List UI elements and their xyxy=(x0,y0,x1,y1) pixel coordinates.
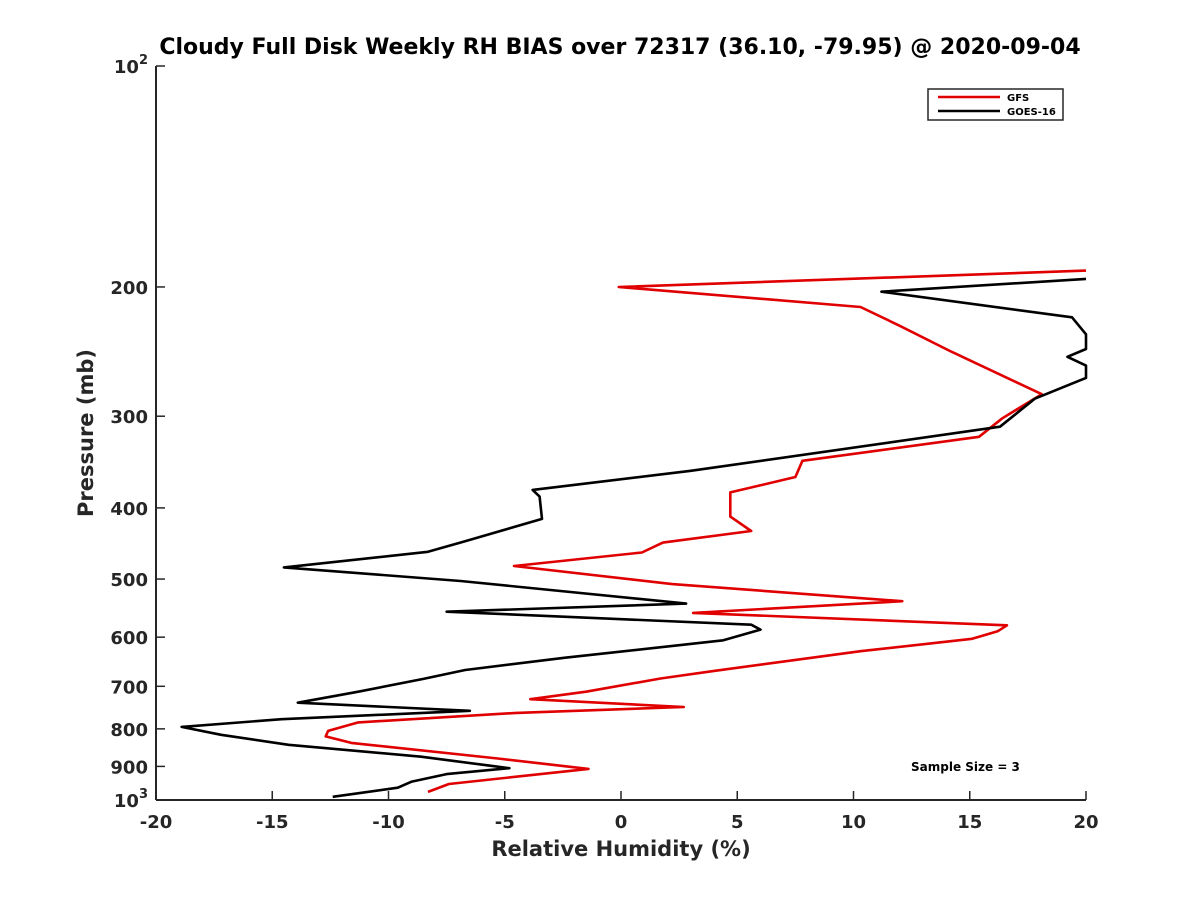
x-tick-label: 15 xyxy=(957,812,982,833)
y-tick-label: 400 xyxy=(110,499,148,520)
x-tick-label: -20 xyxy=(140,812,173,833)
x-axis-label: Relative Humidity (%) xyxy=(491,837,750,861)
y-tick-label: 300 xyxy=(110,407,148,428)
y-tick-label: 900 xyxy=(110,757,148,778)
y-tick-label: 200 xyxy=(110,278,148,299)
y-tick-label: 600 xyxy=(110,628,148,649)
series-line-gfs xyxy=(324,269,1087,794)
x-tick-label: 20 xyxy=(1073,812,1098,833)
y-tick-label: 500 xyxy=(110,570,148,591)
legend-label-gfs: GFS xyxy=(1007,93,1029,104)
y-axis-label: Pressure (mb) xyxy=(74,349,98,517)
legend-label-goes16: GOES-16 xyxy=(1007,107,1056,118)
x-tick-label: 0 xyxy=(615,812,628,833)
x-tick-label: -15 xyxy=(256,812,289,833)
plot-frame xyxy=(155,66,1086,801)
x-tick-label: -10 xyxy=(372,812,405,833)
sample-size-annotation: Sample Size = 3 xyxy=(911,760,1020,774)
y-tick-label: 102 xyxy=(114,53,148,78)
series-group xyxy=(180,269,1088,799)
legend-box xyxy=(927,88,1064,121)
x-tick-label: -5 xyxy=(495,812,515,833)
x-tick-label: 10 xyxy=(841,812,866,833)
chart-title: Cloudy Full Disk Weekly RH BIAS over 723… xyxy=(159,35,1080,60)
series-line-goes-16 xyxy=(180,277,1088,799)
x-ticks: -20 -15 -10 -5 0 5 10 15 20 xyxy=(140,791,1099,833)
y-ticks: 102 200 300 400 500 600 700 800 900 103 xyxy=(110,53,165,812)
x-tick-label: 5 xyxy=(731,812,744,833)
y-tick-label: 103 xyxy=(114,787,148,812)
y-tick-label: 800 xyxy=(110,720,148,741)
legend: GFS GOES-16 xyxy=(927,88,1064,121)
y-tick-label: 700 xyxy=(110,677,148,698)
